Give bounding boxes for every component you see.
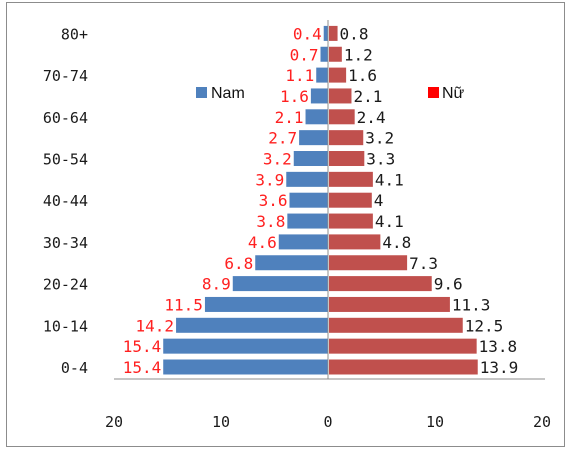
data-label-male-40-44: 3.6 (259, 191, 288, 210)
bar-male-60-64 (305, 109, 328, 125)
data-label-female-75-79: 1.2 (344, 45, 373, 64)
data-label-female-25-29: 7.3 (409, 254, 438, 273)
x-tick-label: 20 (105, 413, 123, 431)
data-label-male-10-14: 14.2 (136, 316, 175, 335)
bar-female-35-39 (329, 213, 373, 229)
bar-male-25-29 (255, 255, 328, 271)
data-label-male-75-79: 0.7 (290, 45, 319, 64)
data-label-female-60-64: 2.4 (357, 108, 386, 127)
data-label-male-50-54: 3.2 (263, 150, 292, 169)
data-label-female-50-54: 3.3 (366, 150, 395, 169)
data-label-female-40-44: 4 (374, 191, 384, 210)
x-tick-label: 10 (426, 413, 444, 431)
legend-label-female: Nữ (442, 85, 465, 102)
y-tick-label: 20-24 (43, 276, 88, 294)
bar-male-20-24 (232, 276, 328, 292)
bar-female-30-34 (329, 234, 381, 250)
data-label-female-55-59: 3.2 (365, 129, 394, 148)
bar-male-15-19 (204, 296, 328, 312)
bar-female-20-24 (329, 276, 432, 292)
bar-female-0-4 (329, 359, 478, 375)
y-tick-label: 10-14 (43, 317, 88, 335)
bar-male-80+ (323, 25, 328, 41)
y-tick-label: 80+ (61, 25, 88, 43)
bar-male-35-39 (287, 213, 328, 229)
data-label-female-65-69: 2.1 (353, 87, 382, 106)
bar-male-65-69 (310, 88, 328, 104)
bar-female-10-14 (329, 317, 463, 333)
data-label-female-10-14: 12.5 (465, 316, 504, 335)
bar-female-15-19 (329, 296, 450, 312)
data-label-male-60-64: 2.1 (275, 108, 304, 127)
bar-male-75-79 (320, 46, 328, 62)
y-tick-label: 0-4 (61, 359, 88, 377)
bar-male-55-59 (299, 130, 328, 146)
data-label-female-0-4: 13.9 (480, 358, 519, 377)
legend-swatch-male (196, 87, 207, 98)
y-tick-label: 50-54 (43, 151, 88, 169)
bar-female-50-54 (329, 151, 365, 166)
data-label-male-45-49: 3.9 (255, 170, 284, 189)
data-label-male-80+: 0.4 (293, 24, 322, 43)
bar-male-45-49 (286, 171, 328, 187)
data-label-male-30-34: 4.6 (248, 233, 277, 252)
x-tick-label: 10 (212, 413, 230, 431)
bar-female-70-74 (329, 67, 347, 83)
y-tick-label: 60-64 (43, 109, 88, 127)
x-tick-label: 20 (533, 413, 551, 431)
bar-female-75-79 (329, 46, 342, 62)
bar-female-65-69 (329, 88, 352, 104)
bar-female-25-29 (329, 255, 408, 271)
y-tick-label: 70-74 (43, 67, 88, 85)
y-tick-label: 30-34 (43, 234, 88, 252)
data-label-male-25-29: 6.8 (224, 254, 253, 273)
data-label-female-20-24: 9.6 (434, 275, 463, 294)
bar-female-60-64 (329, 109, 355, 125)
legend-swatch-female (428, 87, 439, 98)
data-label-male-65-69: 1.6 (280, 87, 309, 106)
bar-female-45-49 (329, 171, 373, 187)
data-label-male-5-9: 15.4 (123, 337, 162, 356)
data-label-male-15-19: 11.5 (164, 295, 203, 314)
data-label-female-30-34: 4.8 (382, 233, 411, 252)
bar-female-80+ (329, 25, 338, 41)
data-label-male-35-39: 3.8 (256, 212, 285, 231)
data-label-female-80+: 0.8 (340, 24, 369, 43)
data-label-male-0-4: 15.4 (123, 358, 162, 377)
bar-female-55-59 (329, 130, 364, 146)
bar-male-5-9 (163, 338, 328, 354)
data-label-male-20-24: 8.9 (202, 275, 231, 294)
data-label-female-45-49: 4.1 (375, 170, 404, 189)
legend-label-male: Nam (211, 85, 245, 102)
bar-female-5-9 (329, 338, 477, 354)
x-tick-label: 0 (323, 413, 332, 431)
data-label-female-70-74: 1.6 (348, 66, 377, 85)
bar-male-50-54 (293, 151, 328, 166)
bar-male-70-74 (316, 67, 328, 83)
data-label-male-70-74: 1.1 (285, 66, 314, 85)
data-label-female-15-19: 11.3 (452, 295, 491, 314)
bar-male-0-4 (163, 359, 328, 375)
bar-male-30-34 (278, 234, 328, 250)
data-label-male-55-59: 2.7 (268, 129, 297, 148)
bar-male-40-44 (289, 192, 328, 208)
y-tick-label: 40-44 (43, 192, 88, 210)
bar-female-40-44 (329, 192, 372, 208)
bar-male-10-14 (176, 317, 328, 333)
data-label-female-35-39: 4.1 (375, 212, 404, 231)
data-label-female-5-9: 13.8 (479, 337, 518, 356)
